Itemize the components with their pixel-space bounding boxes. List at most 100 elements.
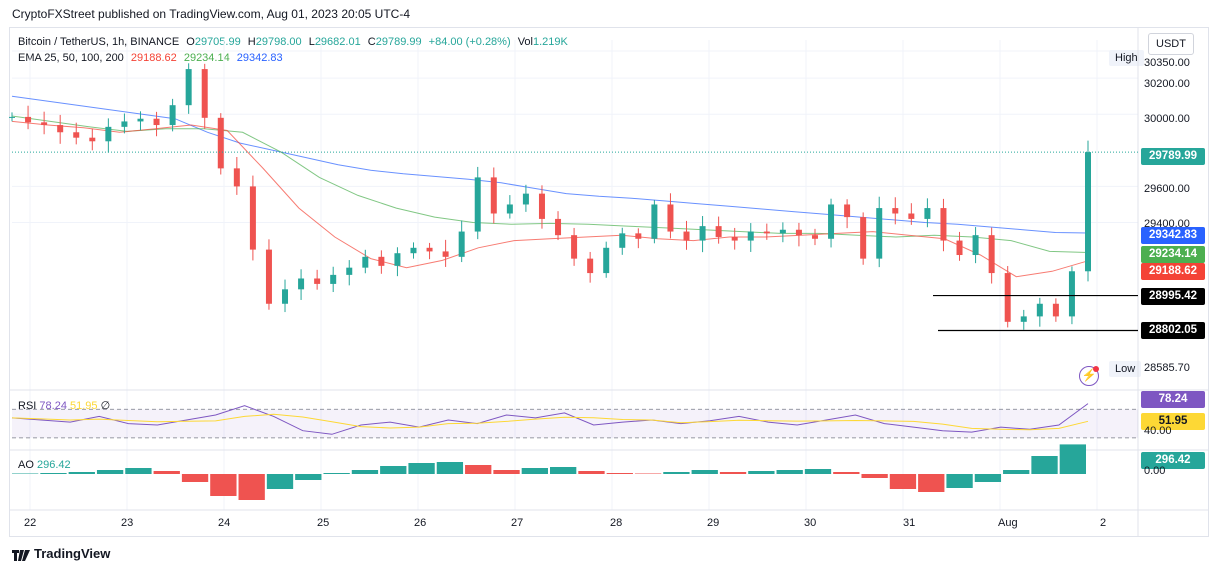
ao-bar	[1031, 456, 1058, 474]
candle-body	[9, 116, 15, 118]
candle-body	[924, 208, 931, 219]
candle-body	[1068, 271, 1075, 317]
ao-bar	[295, 474, 322, 480]
time-label: 28	[610, 517, 623, 529]
candle-body	[169, 105, 176, 126]
time-label: 31	[903, 517, 916, 529]
time-label: 24	[218, 517, 231, 529]
ao-bar	[266, 474, 294, 489]
candle-body	[282, 289, 289, 304]
candle-body	[972, 235, 979, 256]
ao-value: 296.42	[36, 459, 71, 471]
candle-body	[105, 126, 112, 142]
ao-bar	[776, 470, 803, 474]
ao-bar	[748, 471, 775, 474]
candle-body	[394, 253, 401, 266]
rsi-extra: ∅	[100, 400, 111, 412]
open-value: 29705.99	[194, 36, 241, 48]
ema50-tag: 29234.14	[1141, 246, 1205, 263]
candle-body	[217, 117, 224, 169]
publisher-line: CryptoFXStreet published on TradingView.…	[12, 7, 411, 21]
ao-bar	[606, 473, 633, 474]
lightning-icon[interactable]: ⚡	[1079, 366, 1099, 386]
candle-body	[41, 122, 48, 126]
candle-body	[57, 125, 64, 133]
rsi-value: 78.24	[39, 400, 67, 412]
ao-bar	[68, 472, 95, 474]
ao-bar	[578, 471, 605, 474]
ao-bar	[521, 468, 548, 474]
candle-body	[555, 218, 562, 236]
candle-body	[635, 233, 642, 239]
candle-body	[699, 226, 706, 241]
time-label: 27	[511, 517, 524, 529]
level-2-tag: 28802.05	[1141, 322, 1205, 339]
candle-body	[89, 137, 96, 142]
low-value: 29682.01	[314, 36, 361, 48]
ao-bar	[691, 470, 718, 474]
rsi-scale-label: 40.00	[1144, 425, 1172, 437]
ema100-value: 29342.83	[236, 52, 283, 64]
symbol-legend: Bitcoin / TetherUS, 1h, BINANCE O29705.9…	[18, 36, 568, 48]
rsi-ma-value: 51.95	[70, 400, 98, 412]
ao-bar	[550, 467, 577, 474]
ema25-line	[11, 120, 1089, 278]
candle-body	[426, 247, 433, 252]
candle-body	[795, 229, 802, 236]
rsi-legend: RSI 78.24 51.95 ∅	[18, 399, 110, 412]
candle-body	[876, 208, 883, 259]
candle-body	[1036, 303, 1043, 317]
ao-bar	[436, 462, 464, 474]
time-label: 25	[317, 517, 330, 529]
ao-bar	[1003, 470, 1030, 474]
candle-body	[731, 236, 738, 241]
ao-bar	[974, 474, 1002, 482]
candle-body	[137, 118, 144, 122]
candle-body	[988, 235, 995, 274]
rsi-band	[12, 409, 1138, 438]
currency-button[interactable]: USDT	[1148, 33, 1194, 55]
ao-bar	[323, 473, 350, 474]
notification-dot	[1093, 366, 1099, 372]
candle-body	[892, 208, 899, 214]
ao-bar	[181, 474, 209, 482]
candle-body	[538, 193, 545, 219]
ao-legend: AO 296.42	[18, 459, 71, 471]
high-pill: High	[1109, 50, 1144, 66]
ao-bar	[634, 473, 662, 474]
ema50-value: 29234.14	[183, 52, 230, 64]
ao-bar	[408, 463, 435, 474]
time-label: 2	[1100, 517, 1107, 529]
symbol-name[interactable]: Bitcoin / TetherUS, 1h, BINANCE	[18, 36, 180, 48]
tradingview-logo[interactable]: TradingView	[12, 546, 110, 562]
candle-body	[844, 204, 851, 218]
candle-body	[747, 231, 754, 241]
time-label: 29	[707, 517, 720, 529]
ao-bar	[918, 474, 945, 492]
ao-bar	[833, 472, 860, 474]
candle-body	[860, 217, 867, 259]
rsi-label: RSI	[18, 400, 37, 412]
ao-bar	[351, 470, 379, 474]
ao-bar	[804, 469, 832, 474]
low-value-label: 28585.70	[1144, 362, 1190, 374]
candle-body	[362, 256, 369, 268]
ao-tag: 296.42	[1141, 452, 1205, 469]
candle-body	[667, 204, 674, 232]
ema-label[interactable]: EMA 25, 50, 100, 200	[18, 52, 124, 64]
ao-bar	[465, 465, 492, 474]
candle-body	[73, 132, 80, 138]
candle-body	[346, 267, 353, 275]
candle-body	[1052, 303, 1059, 317]
candle-body	[458, 231, 465, 257]
time-label: 26	[414, 517, 427, 529]
price-tick: 30200.00	[1144, 78, 1190, 90]
ao-bar	[719, 472, 747, 474]
ao-scale-label: 0.00	[1144, 465, 1166, 477]
price-tick: 29600.00	[1144, 183, 1190, 195]
candle-body	[298, 278, 305, 290]
tradingview-logo-icon	[12, 549, 30, 562]
candle-body	[506, 204, 513, 214]
candle-body	[490, 177, 497, 214]
